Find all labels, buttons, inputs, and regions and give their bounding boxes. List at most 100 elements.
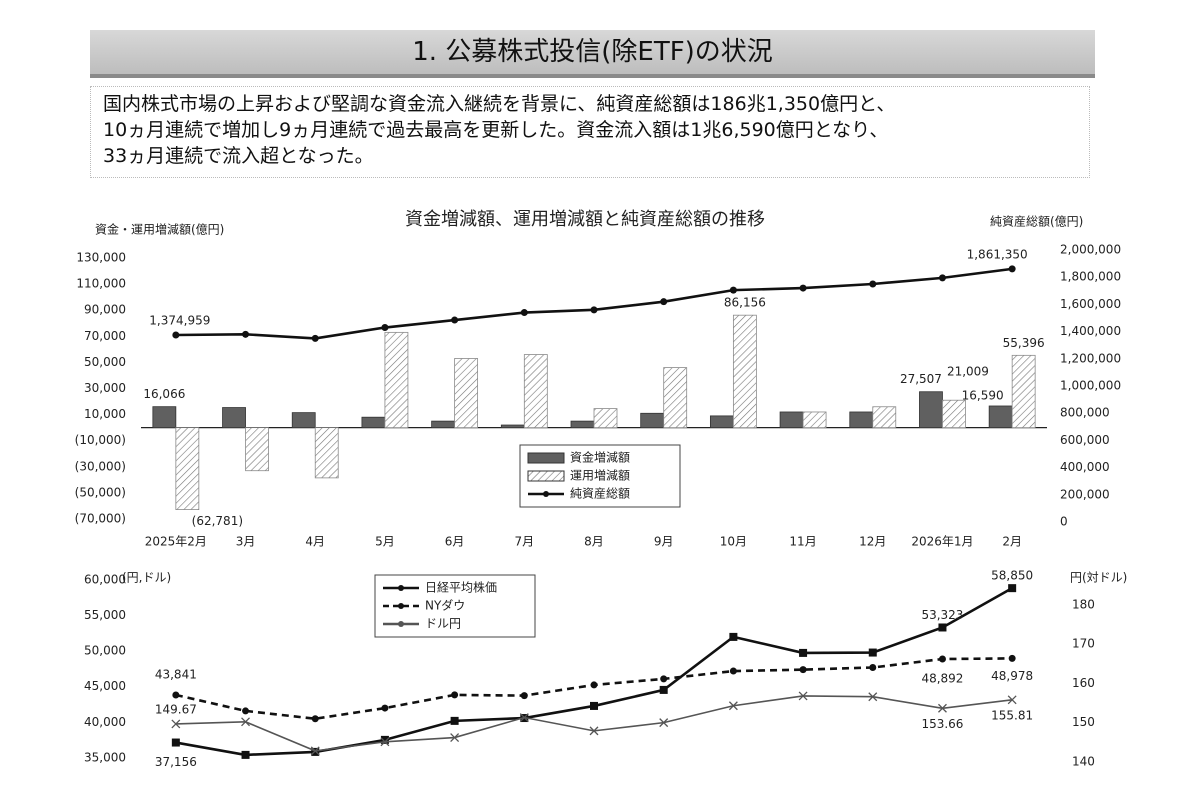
value-label: 149.67 <box>155 702 197 716</box>
y-tick-label: 35,000 <box>84 750 126 764</box>
y2-tick-label: 600,000 <box>1060 433 1110 447</box>
y2-tick-label: 1,400,000 <box>1060 324 1121 338</box>
marker <box>451 316 459 324</box>
y-tick-label: (10,000) <box>75 433 126 447</box>
y2-tick-label: 400,000 <box>1060 460 1110 474</box>
marker <box>729 286 737 294</box>
legend-label: 運用増減額 <box>570 468 630 483</box>
value-label: 16,590 <box>962 388 1004 402</box>
marker <box>869 280 877 288</box>
value-label: 43,841 <box>155 667 197 681</box>
value-label: 1,374,959 <box>149 314 210 328</box>
bar <box>152 406 177 429</box>
x-tick-label: 6月 <box>445 535 465 549</box>
bar <box>663 367 688 429</box>
value-label: 1,861,350 <box>967 247 1028 261</box>
marker <box>1008 584 1017 593</box>
bar <box>523 354 548 429</box>
bar <box>640 412 665 429</box>
y-tick-label: 70,000 <box>84 329 126 343</box>
marker <box>311 715 319 723</box>
y-tick-label: 30,000 <box>84 381 126 395</box>
marker <box>660 298 668 306</box>
x-tick-label: 2月 <box>1002 535 1022 549</box>
value-label: 55,396 <box>1003 336 1045 350</box>
x-tick-label: 8月 <box>584 535 604 549</box>
legend-label: NYダウ <box>425 598 465 613</box>
x-tick-label: 9月 <box>654 535 674 549</box>
y-tick-label: 10,000 <box>84 407 126 421</box>
marker <box>172 331 180 339</box>
marker <box>519 713 529 722</box>
x-tick-label: 11月 <box>789 535 816 549</box>
value-label: 155.81 <box>991 708 1033 722</box>
marker <box>451 691 459 699</box>
x-tick-label: 2026年1月 <box>911 535 973 549</box>
marker <box>450 716 459 725</box>
marker <box>938 703 947 713</box>
marker <box>310 746 320 756</box>
y2-tick-label: 200,000 <box>1060 487 1110 501</box>
y2-axis-title: 純資産総額(億円) <box>990 214 1083 229</box>
summary-line: 10ヵ月連続で増加し9ヵ月連続で過去最高を更新した。資金流入額は1兆6,590億… <box>103 119 889 141</box>
legend-label: ドル円 <box>425 617 461 631</box>
marker <box>171 719 181 729</box>
bar <box>872 406 897 429</box>
marker <box>659 685 668 694</box>
bar <box>500 424 525 429</box>
marker <box>590 681 598 689</box>
y-tick-label: 90,000 <box>84 303 126 317</box>
y-tick-label: 40,000 <box>84 715 126 729</box>
legend-marker <box>398 621 404 627</box>
y2-tick-label: 1,800,000 <box>1060 270 1121 284</box>
value-label: 58,850 <box>991 569 1033 583</box>
marker <box>311 334 319 342</box>
y2-tick-label: 160 <box>1072 676 1095 690</box>
bar <box>314 427 339 479</box>
legend-swatch <box>527 452 565 464</box>
bar <box>570 420 595 429</box>
marker <box>799 284 807 292</box>
bar <box>732 314 757 429</box>
marker <box>799 648 808 657</box>
marker <box>241 717 250 727</box>
y2-tick-label: 150 <box>1072 715 1095 729</box>
y2-tick-label: 800,000 <box>1060 406 1110 420</box>
y-tick-label: 55,000 <box>84 608 126 622</box>
y2-tick-label: 1,600,000 <box>1060 297 1121 311</box>
y-tick-label: 130,000 <box>76 250 126 264</box>
y2-tick-label: 1,000,000 <box>1060 379 1121 393</box>
marker <box>380 735 389 744</box>
summary-line: 33ヵ月連続で流入超となった。 <box>103 145 374 167</box>
summary-line: 国内株式市場の上昇および堅調な資金流入継続を背景に、純資産総額は186兆1,35… <box>103 93 896 115</box>
y2-tick-label: 140 <box>1072 754 1095 768</box>
value-label: 48,892 <box>921 672 963 686</box>
series-line <box>175 587 1013 757</box>
value-label: 53,323 <box>921 608 963 622</box>
y2-axis-title: 円(対ドル) <box>1070 571 1127 585</box>
summary-box: 国内株式市場の上昇および堅調な資金流入継続を背景に、純資産総額は186兆1,35… <box>90 86 1090 178</box>
bar <box>245 427 269 472</box>
legend-label: 資金増減額 <box>570 450 630 465</box>
marker <box>660 675 668 683</box>
legend-marker <box>398 585 404 591</box>
header-title: 1. 公募株式投信(除ETF)の状況 <box>90 30 1095 78</box>
bar <box>454 358 479 429</box>
marker <box>798 691 808 701</box>
bar <box>779 411 804 429</box>
marker <box>868 648 877 657</box>
bar <box>593 408 618 429</box>
series-line <box>175 267 1013 340</box>
y2-tick-label: 2,000,000 <box>1060 243 1121 257</box>
bar <box>222 407 246 429</box>
marker <box>520 309 528 317</box>
marker <box>868 692 878 702</box>
marker <box>241 750 250 759</box>
marker <box>380 737 390 747</box>
y-axis-title: 資金・運用増減額(億円) <box>95 222 224 237</box>
marker <box>450 733 460 742</box>
y-tick-label: (50,000) <box>75 485 126 499</box>
marker <box>311 747 320 756</box>
marker <box>799 666 807 674</box>
y2-tick-label: 170 <box>1072 637 1095 651</box>
